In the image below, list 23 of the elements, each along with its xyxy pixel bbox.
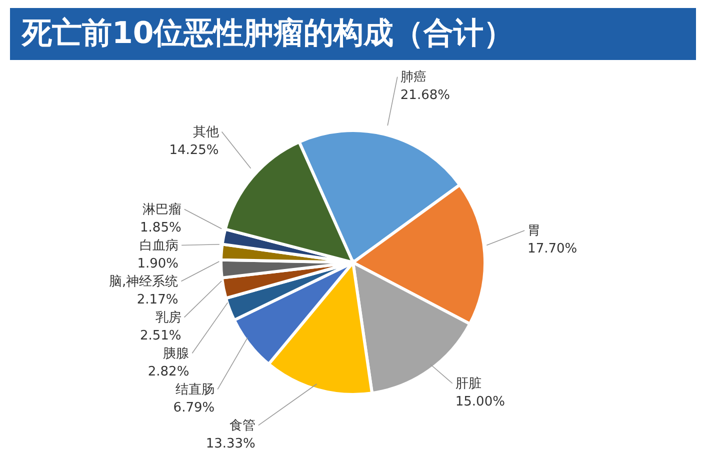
- chart-title: 死亡前10位恶性肿瘤的构成（合计）: [10, 8, 696, 60]
- slice-label: 淋巴瘤: [142, 201, 182, 218]
- slice-label: 乳房: [155, 309, 182, 326]
- data-label: 6.79%: [173, 400, 215, 416]
- slice-label: 肺癌: [400, 70, 426, 85]
- slice-label: 胃: [528, 224, 541, 239]
- data-label: 2.17%: [136, 292, 178, 308]
- slice-label: 结直肠: [176, 382, 215, 398]
- slice-label: 其他: [192, 124, 219, 140]
- data-label: 17.70%: [528, 242, 578, 257]
- data-label: 14.25%: [169, 142, 219, 158]
- data-label: 2.51%: [140, 328, 182, 344]
- slice-label: 脑,神经系统: [109, 274, 178, 290]
- data-label: 21.68%: [400, 88, 450, 103]
- slice-label: 胰腺: [163, 346, 190, 362]
- slice-label: 食管: [229, 418, 256, 434]
- slice-label: 肝脏: [455, 376, 482, 392]
- data-label: 13.33%: [206, 436, 256, 452]
- data-label: 1.90%: [137, 256, 179, 272]
- data-label: 2.82%: [148, 364, 190, 380]
- data-label: 1.85%: [140, 220, 182, 236]
- data-label: 15.00%: [455, 394, 505, 410]
- slice-label: 白血病: [140, 238, 179, 254]
